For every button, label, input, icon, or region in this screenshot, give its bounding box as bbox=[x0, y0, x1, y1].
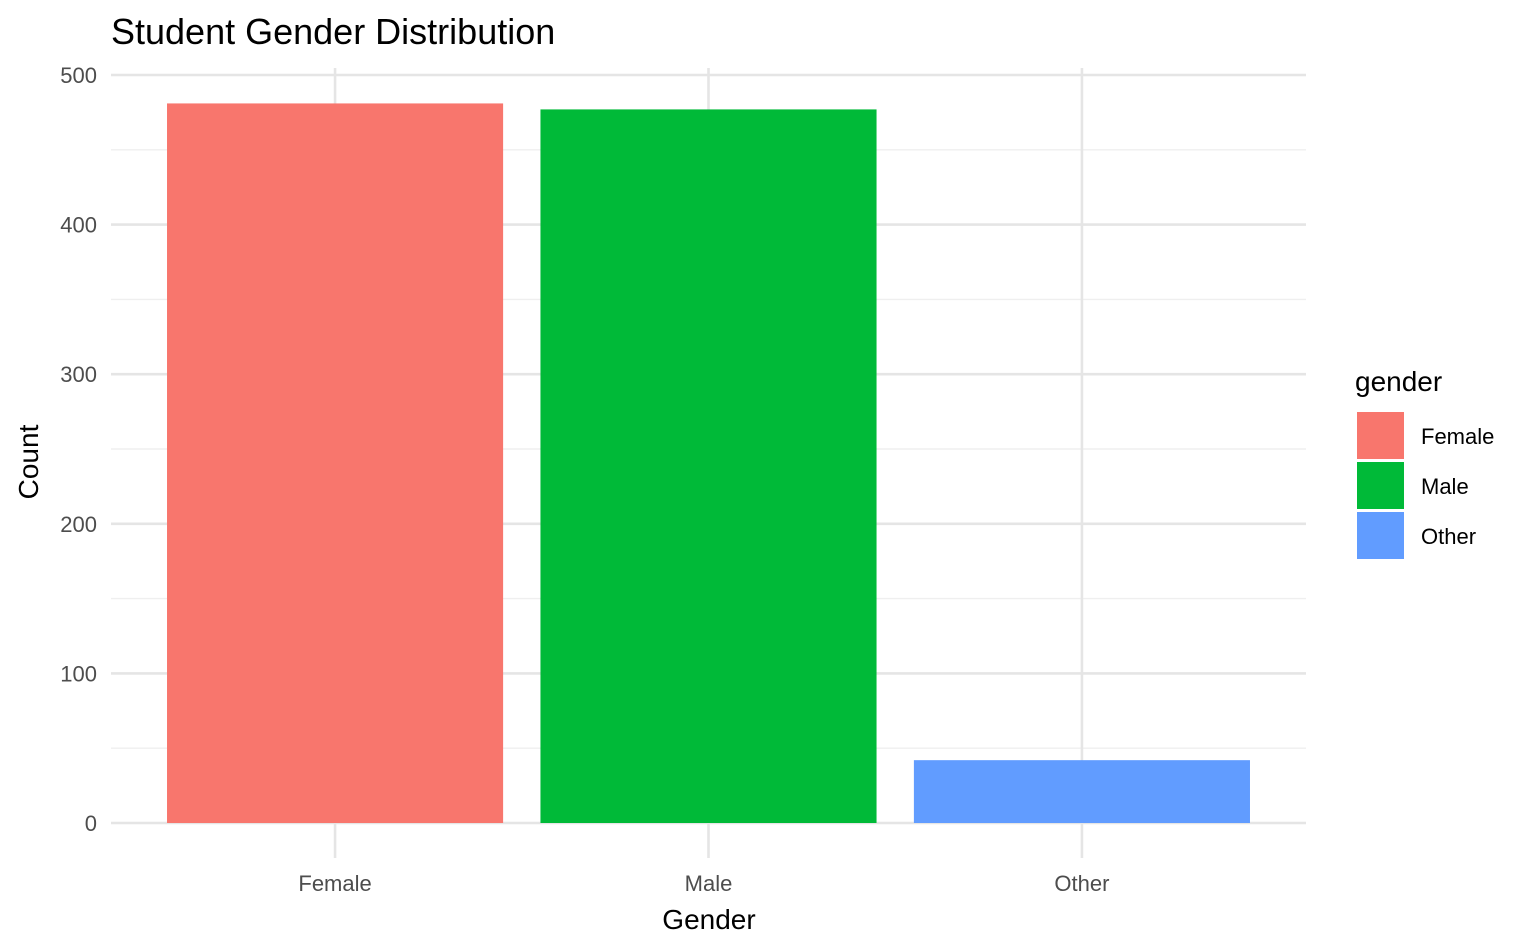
bar-other bbox=[913, 760, 1250, 823]
x-tick-label: Female bbox=[298, 871, 371, 896]
legend-swatch-male bbox=[1357, 462, 1404, 509]
bar-male bbox=[540, 109, 877, 823]
x-tick-label: Male bbox=[685, 871, 733, 896]
legend-label-male: Male bbox=[1421, 474, 1469, 499]
y-tick-label: 100 bbox=[60, 661, 97, 686]
legend-swatch-other bbox=[1357, 512, 1404, 559]
y-tick-label: 0 bbox=[85, 811, 97, 836]
y-tick-label: 300 bbox=[60, 362, 97, 387]
y-axis-ticks: 0 100 200 300 400 500 bbox=[60, 63, 97, 836]
chart-title: Student Gender Distribution bbox=[111, 11, 555, 52]
legend-label-female: Female bbox=[1421, 424, 1494, 449]
legend-swatch-female bbox=[1357, 412, 1404, 459]
y-tick-label: 400 bbox=[60, 213, 97, 238]
legend-label-other: Other bbox=[1421, 524, 1476, 549]
bar-female bbox=[167, 103, 504, 823]
y-tick-label: 200 bbox=[60, 512, 97, 537]
y-tick-label: 500 bbox=[60, 63, 97, 88]
x-tick-label: Other bbox=[1054, 871, 1109, 896]
bars bbox=[167, 103, 1250, 823]
legend: gender Female Male Other bbox=[1355, 366, 1494, 559]
x-axis-title: Gender bbox=[662, 904, 755, 935]
legend-title: gender bbox=[1355, 366, 1442, 397]
y-axis-title: Count bbox=[13, 424, 44, 499]
x-axis-ticks: Female Male Other bbox=[298, 871, 1109, 896]
